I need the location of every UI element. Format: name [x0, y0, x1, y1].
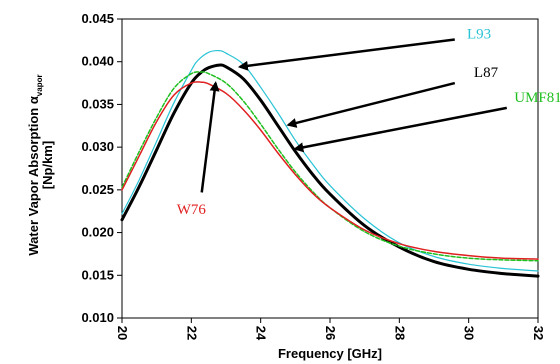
x-tick-label: 22 [184, 326, 199, 340]
x-tick-label: 28 [392, 326, 407, 340]
x-tick-label: 30 [462, 326, 477, 340]
y-tick-label: 0.020 [81, 225, 114, 240]
y-tick-label: 0.035 [81, 96, 114, 111]
annotation-arrow-w76 [200, 81, 220, 193]
y-tick-label: 0.045 [81, 11, 114, 26]
y-axis-label: Water Vapor Absorption αvapor [26, 74, 44, 255]
series-label-umf81: UMF81 [514, 90, 560, 106]
series-line-l87 [120, 63, 540, 278]
series-layer [120, 49, 540, 278]
y-axis-unit: [Np/km] [40, 141, 55, 189]
series-line-umf81 [121, 71, 539, 262]
y-axis-ticks: 0.010 0.015 0.020 0.025 0.030 0.035 0.040 0.045 [81, 11, 122, 325]
x-axis-ticks: 20 22 24 26 28 30 32 [115, 318, 546, 341]
y-tick-label: 0.040 [81, 54, 114, 69]
series-label-l93: L93 [467, 27, 491, 43]
series-line-w76 [121, 81, 539, 260]
series-label-l87: L87 [474, 65, 499, 81]
y-axis-label-subscript: vapor [35, 74, 44, 96]
annotation-arrow-umf81 [293, 106, 508, 153]
annotation-arrow-l87 [286, 81, 456, 128]
x-tick-label: 26 [323, 326, 338, 340]
x-tick-label: 24 [254, 326, 269, 341]
x-tick-label: 20 [115, 326, 130, 340]
series-label-w76: W76 [177, 202, 207, 218]
y-tick-label: 0.025 [81, 182, 114, 197]
y-tick-label: 0.030 [81, 139, 114, 154]
x-axis-label: Frequency [GHz] [278, 346, 382, 361]
series-line-l93 [121, 49, 539, 272]
annotation-arrow-l93 [237, 38, 455, 71]
y-axis-label-main: Water Vapor Absorption α [26, 96, 41, 255]
plot-area [121, 18, 539, 319]
annotation-layer: L93 L87 UMF81 W76 [177, 27, 560, 218]
y-tick-label: 0.015 [81, 267, 114, 282]
y-tick-label: 0.010 [81, 310, 114, 325]
x-tick-label: 32 [531, 326, 546, 340]
